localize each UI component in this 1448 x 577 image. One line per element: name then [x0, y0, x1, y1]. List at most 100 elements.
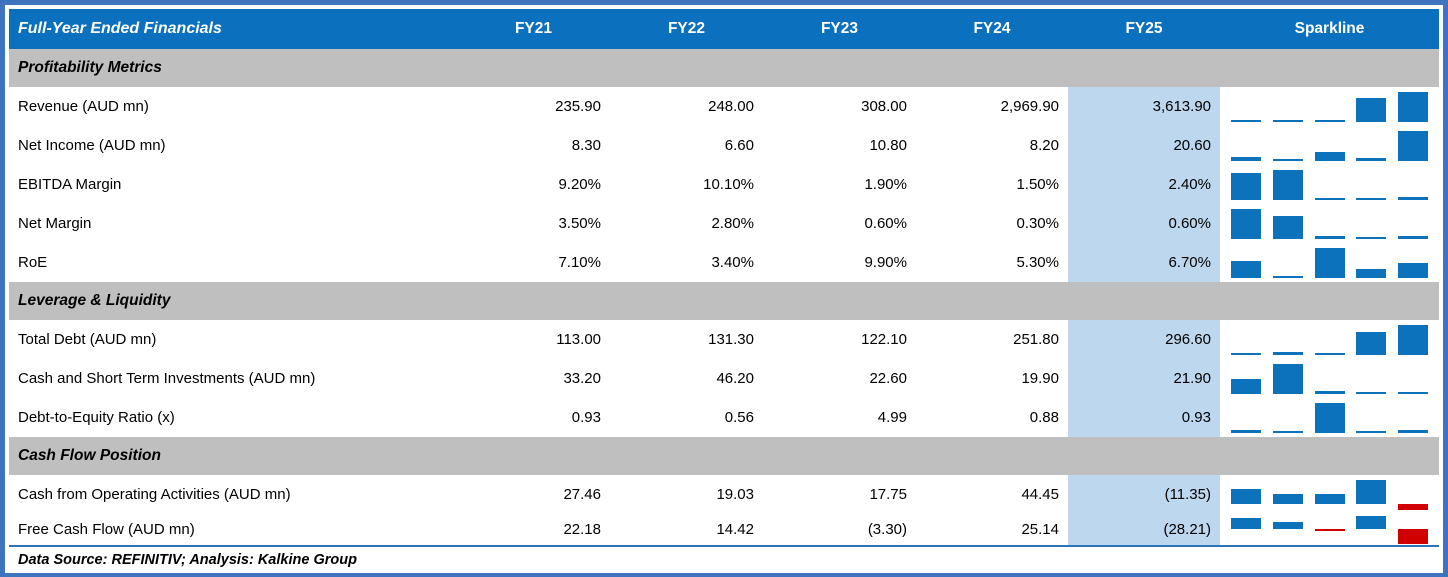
value-fy24: 2,969.90	[1000, 98, 1059, 115]
sparkline-bar	[1356, 480, 1387, 504]
value-fy25: (28.21)	[1068, 514, 1220, 545]
value-fy24: 8.20	[1029, 137, 1059, 154]
sparkline-bar	[1356, 97, 1387, 122]
row-label: Revenue (AUD mn)	[18, 98, 149, 115]
sparkline-bar	[1356, 269, 1387, 278]
column-header-fy21: FY21	[514, 20, 553, 37]
sparkline-bar	[1356, 237, 1387, 239]
value-fy22: 248.00	[708, 98, 754, 115]
value-fy25: 2.40%	[1068, 165, 1220, 204]
sparkline-bar	[1272, 352, 1303, 355]
sparkline-bar	[1231, 157, 1262, 161]
value-fy25: 6.70%	[1068, 243, 1220, 282]
value-fy21: 113.00	[556, 331, 601, 348]
row-label: Free Cash Flow (AUD mn)	[18, 521, 195, 538]
sparkline-bar	[1314, 390, 1345, 394]
column-header-fy23: FY23	[820, 20, 859, 37]
value-fy24: 1.50%	[1016, 176, 1059, 193]
sparkline-bar	[1314, 198, 1345, 200]
value-fy23: 22.60	[869, 370, 907, 387]
sparkline	[1226, 403, 1434, 433]
value-fy25: (11.35)	[1068, 475, 1220, 514]
value-fy23: 9.90%	[864, 254, 907, 271]
sparkline-bar	[1314, 152, 1345, 161]
value-fy21: 33.20	[563, 370, 601, 387]
table-bottom-rule	[9, 545, 1439, 547]
sparkline	[1226, 209, 1434, 239]
sparkline-bar	[1272, 431, 1303, 433]
value-fy23: 4.99	[877, 409, 907, 426]
table-row-roe: RoE 7.10% 3.40% 9.90% 5.30% 6.70%	[9, 243, 1439, 282]
sparkline-bar	[1397, 391, 1428, 394]
sparkline-bar	[1397, 92, 1428, 122]
value-fy24: 0.88	[1029, 409, 1059, 426]
sparkline-bar	[1231, 489, 1262, 504]
value-fy22: 19.03	[716, 486, 754, 503]
value-fy22: 131.30	[708, 331, 754, 348]
section-header-profitability: Profitability Metrics	[9, 49, 1439, 87]
sparkline-cell	[1220, 204, 1439, 243]
sparkline-bar	[1231, 120, 1262, 122]
sparkline-bar	[1272, 364, 1303, 394]
sparkline-bar	[1231, 430, 1262, 433]
sparkline	[1226, 131, 1434, 161]
value-fy22: 14.42	[716, 521, 754, 538]
sparkline-cell	[1220, 165, 1439, 204]
sparkline-bar	[1397, 325, 1428, 355]
table-row-total-debt: Total Debt (AUD mn) 113.00 131.30 122.10…	[9, 320, 1439, 359]
value-fy25: 0.60%	[1068, 204, 1220, 243]
sparkline-bar	[1231, 517, 1262, 530]
column-header-sparkline: Sparkline	[1294, 20, 1365, 37]
section-header-leverage: Leverage & Liquidity	[9, 282, 1439, 320]
row-label: Cash from Operating Activities (AUD mn)	[18, 486, 291, 503]
row-label: EBITDA Margin	[18, 176, 122, 193]
sparkline-cell	[1220, 359, 1439, 398]
table-row-cash-sti: Cash and Short Term Investments (AUD mn)…	[9, 359, 1439, 398]
sparkline-bar	[1397, 236, 1428, 239]
sparkline	[1226, 92, 1434, 122]
value-fy25: 0.93	[1068, 398, 1220, 437]
sparkline-bar	[1356, 157, 1387, 161]
sparkline-cell	[1220, 243, 1439, 282]
sparkline-bar	[1356, 392, 1387, 394]
section-title: Cash Flow Position	[18, 447, 161, 464]
value-fy24: 0.30%	[1016, 215, 1059, 232]
value-fy25: 296.60	[1068, 320, 1220, 359]
value-fy22: 3.40%	[711, 254, 754, 271]
value-fy21: 8.30	[571, 137, 601, 154]
sparkline-cell	[1220, 398, 1439, 437]
sparkline-cell	[1220, 514, 1439, 545]
section-title: Leverage & Liquidity	[18, 292, 171, 309]
value-fy24: 25.14	[1021, 521, 1059, 538]
sparkline-bar-negative	[1397, 529, 1428, 544]
sparkline-bar	[1231, 173, 1262, 200]
sparkline-bar	[1272, 276, 1303, 278]
value-fy21: 235.90	[555, 98, 601, 115]
value-fy25: 21.90	[1068, 359, 1220, 398]
sparkline-bar	[1231, 209, 1262, 239]
table-title: Full-Year Ended Financials	[18, 20, 222, 37]
value-fy23: 0.60%	[864, 215, 907, 232]
value-fy25: 20.60	[1068, 126, 1220, 165]
sparkline-bar	[1314, 120, 1345, 122]
sparkline-bar	[1314, 248, 1345, 278]
value-fy21: 3.50%	[558, 215, 601, 232]
sparkline	[1226, 516, 1434, 544]
sparkline-bar	[1397, 430, 1428, 433]
sparkline-bar	[1356, 516, 1387, 530]
sparkline-bar	[1272, 170, 1303, 200]
value-fy23: 10.80	[869, 137, 907, 154]
value-fy24: 5.30%	[1016, 254, 1059, 271]
sparkline-bar-negative	[1314, 529, 1345, 532]
value-fy23: 122.10	[861, 331, 907, 348]
sparkline-bar	[1272, 521, 1303, 530]
sparkline-bar	[1356, 332, 1387, 355]
sparkline	[1226, 364, 1434, 394]
value-fy25: 3,613.90	[1068, 87, 1220, 126]
sparkline-bar	[1397, 196, 1428, 200]
sparkline-bar	[1231, 378, 1262, 394]
table-row-free-cash-flow: Free Cash Flow (AUD mn) 22.18 14.42 (3.3…	[9, 514, 1439, 545]
sparkline-cell	[1220, 126, 1439, 165]
sparkline	[1226, 248, 1434, 278]
